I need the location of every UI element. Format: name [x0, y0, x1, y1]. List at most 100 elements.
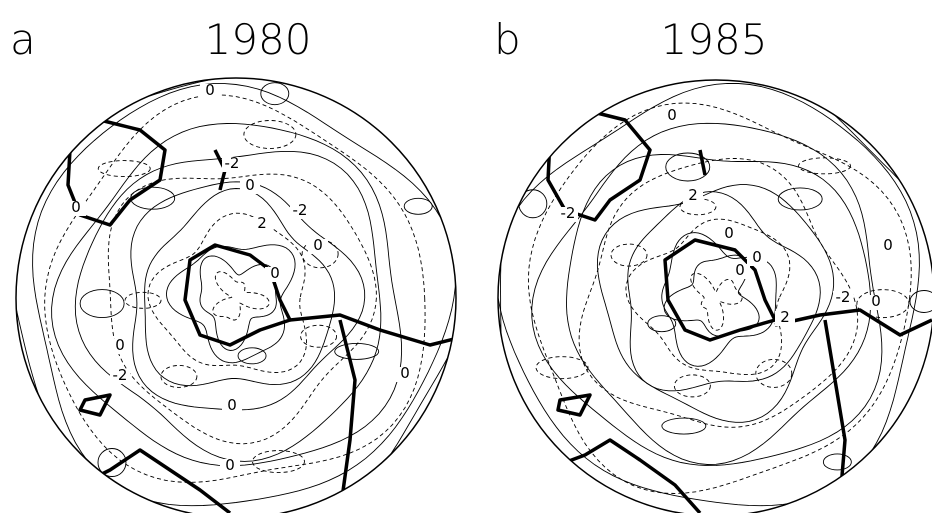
contour-label: 0 [752, 248, 762, 266]
contour-label-bg [220, 459, 240, 474]
contour-label: 0 [270, 264, 280, 282]
contour-label: -2 [561, 204, 576, 222]
contour-line [527, 102, 912, 494]
contour-label: 0 [225, 456, 235, 474]
contour-label: -2 [836, 288, 851, 306]
contour-line [212, 271, 270, 321]
contour-label: -2 [113, 366, 128, 384]
contour-label: -2 [293, 201, 308, 219]
contour-cell [661, 417, 707, 435]
contour-label: 2 [257, 214, 267, 232]
contour-cell [97, 448, 127, 477]
contour-label-bg [662, 109, 682, 124]
contour-cell [79, 289, 125, 319]
contour-cell [97, 160, 151, 178]
contour-line [690, 272, 743, 331]
contour-line [500, 80, 932, 513]
contour-label-bg [866, 295, 886, 310]
contour-label-bg [50, 471, 70, 486]
contour-label: 2 [780, 308, 790, 326]
contour-label: 0 [871, 292, 881, 310]
contour-line [566, 154, 872, 465]
contour-line [165, 244, 296, 364]
contour-label-bg [878, 239, 898, 254]
contour-label-bg [222, 157, 242, 172]
contour-cell [300, 324, 338, 348]
contour-label: 0 [71, 198, 81, 216]
contour-line [32, 83, 456, 507]
contour-label-bg [730, 264, 750, 279]
contour-label: 2 [688, 186, 698, 204]
contour-label: 0 [667, 106, 677, 124]
contour-line [144, 188, 336, 387]
contour-cell [755, 358, 793, 388]
contour-label-bg [308, 239, 328, 254]
contour-line [578, 158, 859, 428]
contour-cell [665, 152, 711, 182]
contour-cell [334, 342, 380, 360]
contour-cell [260, 82, 290, 106]
contour-cell [647, 315, 677, 333]
contour-cell [909, 290, 932, 313]
contour-label-bg [775, 311, 795, 326]
coastline [556, 393, 592, 417]
contour-cell [237, 347, 267, 365]
coastline [546, 108, 652, 222]
contour-label-bg [200, 84, 220, 99]
coastline [698, 149, 707, 176]
contour-label: 0 [245, 176, 255, 194]
contour-cell [777, 187, 823, 211]
contour-cell [822, 453, 852, 471]
contour-label-bg [240, 179, 260, 194]
contour-label-bg [290, 204, 310, 219]
contour-label: 0 [735, 261, 745, 279]
contour-cell [403, 197, 433, 215]
coastline [338, 319, 357, 513]
contour-label: 0 [227, 396, 237, 414]
panel-letter: b [494, 15, 521, 64]
contour-cell [535, 356, 589, 380]
contour-label: 0 [115, 336, 125, 354]
contour-label: 0 [883, 236, 893, 254]
contour-line [531, 122, 883, 467]
contour-label: -2 [225, 154, 240, 172]
contour-label: 0 [55, 468, 65, 486]
contour-label-bg [252, 217, 272, 232]
contour-label: 0 [313, 236, 323, 254]
panel-title: 1980 [205, 15, 312, 64]
contour-cell [252, 450, 305, 474]
contour-cell [130, 186, 176, 210]
contour-label: 0 [205, 81, 215, 99]
contour-cell [856, 289, 910, 319]
contour-label-bg [265, 267, 285, 282]
contour-label-bg [66, 201, 86, 216]
coastline [78, 393, 112, 417]
map-a: 0 -2 0 -2 2 0 0 0 -2 0 0 0 0 0 [16, 78, 456, 513]
coastline [544, 438, 702, 513]
contour-line [627, 191, 821, 392]
contour-label-bg [110, 369, 130, 384]
contour-cell [301, 239, 339, 269]
panel-title: 1985 [661, 15, 768, 64]
contour-line [661, 232, 777, 367]
contour-cell [798, 157, 851, 175]
contour-label-bg [833, 291, 853, 306]
contour-line [199, 255, 277, 351]
contour-line [74, 150, 382, 462]
contour-label: 0 [400, 364, 410, 382]
coastline [774, 308, 932, 337]
contour-label-bg [719, 227, 739, 242]
contour-line [596, 184, 835, 423]
contour-cell [673, 374, 711, 398]
map-border [497, 79, 932, 513]
contour-line [130, 181, 366, 411]
contour-line [625, 218, 791, 376]
contour-label-bg [558, 207, 578, 222]
panel-letter: a [10, 15, 36, 64]
contour-cell [518, 189, 548, 219]
contour-cell [124, 291, 162, 309]
coastline [823, 319, 847, 501]
contour-cell [610, 243, 648, 267]
